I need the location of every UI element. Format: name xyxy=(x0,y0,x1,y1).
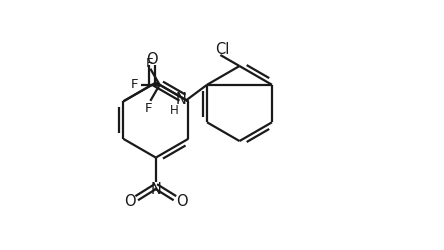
Text: F: F xyxy=(146,57,153,70)
Text: N: N xyxy=(151,181,161,196)
Text: F: F xyxy=(145,102,152,114)
Text: O: O xyxy=(124,193,136,208)
Text: H: H xyxy=(170,104,178,117)
Text: Cl: Cl xyxy=(215,42,230,57)
Text: N: N xyxy=(176,92,187,107)
Text: F: F xyxy=(130,78,138,91)
Text: O: O xyxy=(176,193,187,208)
Text: O: O xyxy=(146,52,158,66)
